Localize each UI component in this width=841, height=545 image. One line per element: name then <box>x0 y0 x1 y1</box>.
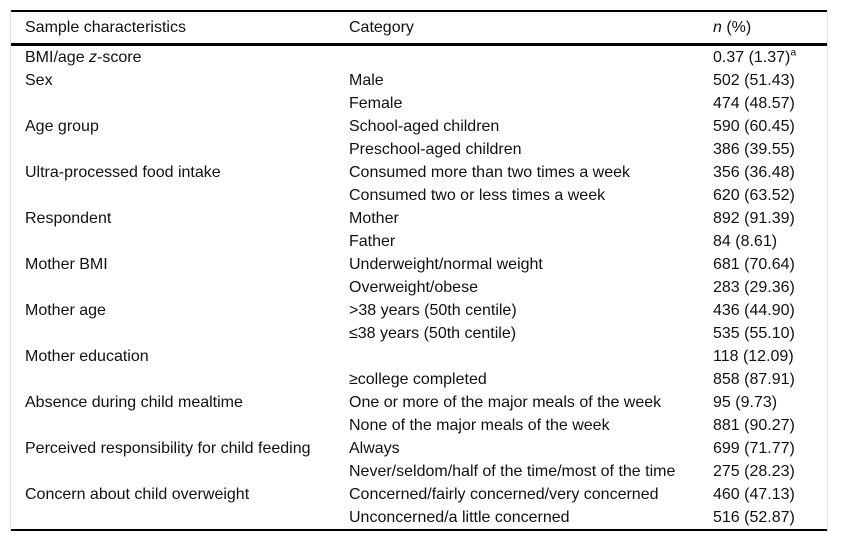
n-percent-cell: 474 (48.57) <box>713 95 795 112</box>
category-cell: One or more of the major meals of the we… <box>349 394 662 411</box>
characteristic-cell <box>11 506 349 530</box>
table-row: None of the major meals of the week 881 (… <box>11 414 827 437</box>
header-sample-characteristics: Sample characteristics <box>11 11 349 46</box>
characteristic-cell: Perceived responsibility for child feedi… <box>25 440 311 457</box>
category-cell: Father <box>349 233 396 250</box>
characteristic-cell: Respondent <box>25 210 112 227</box>
table-row: Sex Male 502 (51.43) <box>11 69 827 92</box>
category-cell <box>349 345 713 368</box>
category-cell: >38 years (50th centile) <box>349 302 517 319</box>
n-percent-cell: 516 (52.87) <box>713 509 795 526</box>
category-cell: Underweight/normal weight <box>349 256 543 273</box>
category-cell: School-aged children <box>349 118 500 135</box>
n-percent-cell: 275 (28.23) <box>713 463 795 480</box>
n-percent-cell: 356 (36.48) <box>713 164 795 181</box>
table-body: BMI/age z-score 0.37 (1.37)a Sex Male 502 (5… <box>11 45 827 531</box>
n-percent-cell: 0.37 (1.37)a <box>713 46 797 66</box>
n-percent-cell: 84 (8.61) <box>713 233 778 250</box>
header-row: Sample characteristics Category n (%) <box>11 11 827 46</box>
characteristic-cell <box>11 276 349 299</box>
table-row: Concern about child overweight Concerned/… <box>11 483 827 506</box>
table-row: Female 474 (48.57) <box>11 92 827 115</box>
characteristic-cell: Mother age <box>25 302 106 319</box>
characteristic-cell: Mother BMI <box>25 256 108 273</box>
n-percent-cell: 460 (47.13) <box>713 486 795 503</box>
characteristic-cell <box>11 368 349 391</box>
category-cell <box>349 45 713 70</box>
category-cell: Overweight/obese <box>349 279 478 296</box>
characteristic-cell: Sex <box>25 72 53 89</box>
n-percent-cell: 95 (9.73) <box>713 394 778 411</box>
characteristic-cell: Absence during child mealtime <box>25 394 243 411</box>
category-cell: Consumed more than two times a week <box>349 164 631 181</box>
table-row: Unconcerned/a little concerned 516 (52.87… <box>11 506 827 530</box>
category-cell: Never/seldom/half of the time/most of th… <box>349 463 676 480</box>
n-percent-cell: 881 (90.27) <box>713 417 795 434</box>
characteristic-cell <box>11 230 349 253</box>
table-row: BMI/age z-score 0.37 (1.37)a <box>11 45 827 70</box>
table-row: Age group School-aged children 590 (60.45) <box>11 115 827 138</box>
table-row: Absence during child mealtime One or more… <box>11 391 827 414</box>
table-row: Overweight/obese 283 (29.36) <box>11 276 827 299</box>
sample-characteristics-table: Sample characteristics Category n (%) BM… <box>11 10 827 531</box>
category-cell: Mother <box>349 210 399 227</box>
table-row: Mother age >38 years (50th centile) 436 (4… <box>11 299 827 322</box>
characteristic-cell <box>11 414 349 437</box>
category-cell: ≥college completed <box>349 371 487 388</box>
n-percent-cell: 118 (12.09) <box>713 348 794 365</box>
category-cell: Consumed two or less times a week <box>349 187 606 204</box>
table-row: Preschool-aged children 386 (39.55) <box>11 138 827 161</box>
characteristic-cell <box>11 138 349 161</box>
n-percent-cell: 699 (71.77) <box>713 440 795 457</box>
table-row: Never/seldom/half of the time/most of th… <box>11 460 827 483</box>
n-percent-cell: 436 (44.90) <box>713 302 795 319</box>
characteristic-cell: BMI/age z-score <box>25 49 142 66</box>
table-header: Sample characteristics Category n (%) <box>11 11 827 46</box>
header-category: Category <box>349 11 713 46</box>
n-percent-cell: 590 (60.45) <box>713 118 795 135</box>
category-cell: Always <box>349 440 400 457</box>
header-n-percent: n (%) <box>713 11 827 46</box>
characteristic-cell: Mother education <box>25 348 149 365</box>
n-percent-cell: 386 (39.55) <box>713 141 795 158</box>
n-percent-cell: 858 (87.91) <box>713 371 795 388</box>
characteristic-cell: Age group <box>25 118 99 135</box>
table-row: Consumed two or less times a week 620 (63… <box>11 184 827 207</box>
table-row: ≥college completed 858 (87.91) <box>11 368 827 391</box>
table-row: Ultra-processed food intake Consumed more… <box>11 161 827 184</box>
table-row: Perceived responsibility for child feedi… <box>11 437 827 460</box>
category-cell: None of the major meals of the week <box>349 417 610 434</box>
characteristic-cell <box>11 322 349 345</box>
n-percent-cell: 892 (91.39) <box>713 210 795 227</box>
characteristic-cell <box>11 184 349 207</box>
table-row: Mother education 118 (12.09) <box>11 345 827 368</box>
n-percent-cell: 283 (29.36) <box>713 279 795 296</box>
table-row: Father 84 (8.61) <box>11 230 827 253</box>
n-percent-cell: 620 (63.52) <box>713 187 795 204</box>
category-cell: Concerned/fairly concerned/very concerne… <box>349 486 659 503</box>
table-row: Respondent Mother 892 (91.39) <box>11 207 827 230</box>
characteristic-cell: Ultra-processed food intake <box>25 164 221 181</box>
characteristic-cell <box>11 460 349 483</box>
n-percent-cell: 502 (51.43) <box>713 72 795 89</box>
characteristic-cell <box>11 92 349 115</box>
table-row: Mother BMI Underweight/normal weight 681 (… <box>11 253 827 276</box>
table-row: ≤38 years (50th centile) 535 (55.10) <box>11 322 827 345</box>
table-container: Sample characteristics Category n (%) BM… <box>10 10 828 531</box>
n-percent-cell: 681 (70.64) <box>713 256 795 273</box>
category-cell: ≤38 years (50th centile) <box>349 325 517 342</box>
category-cell: Female <box>349 95 403 112</box>
category-cell: Unconcerned/a little concerned <box>349 509 570 526</box>
category-cell: Preschool-aged children <box>349 141 522 158</box>
category-cell: Male <box>349 72 384 89</box>
n-percent-cell: 535 (55.10) <box>713 325 795 342</box>
characteristic-cell: Concern about child overweight <box>25 486 250 503</box>
